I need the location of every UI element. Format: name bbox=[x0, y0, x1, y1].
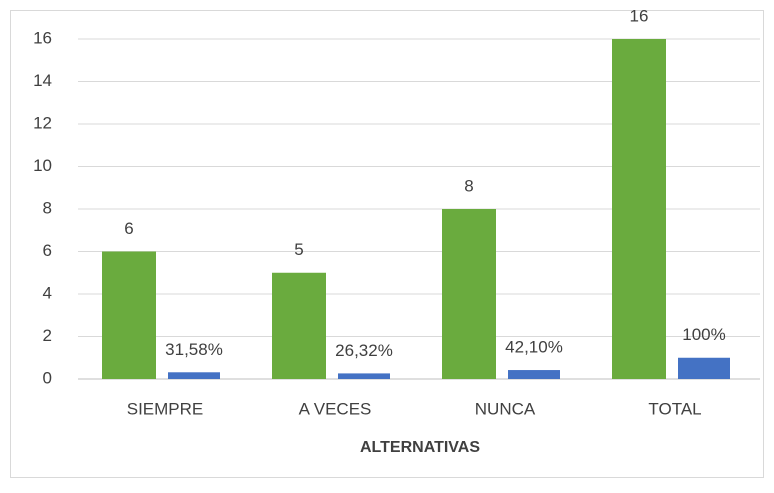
y-tick-label: 12 bbox=[33, 113, 52, 132]
bar bbox=[272, 272, 326, 379]
data-label: 6 bbox=[124, 219, 133, 238]
data-label: 31,58% bbox=[165, 340, 223, 359]
data-label: 16 bbox=[630, 6, 649, 25]
x-tick-label: TOTAL bbox=[648, 399, 701, 418]
y-tick-label: 0 bbox=[43, 368, 52, 387]
x-tick-label: A VECES bbox=[299, 399, 372, 418]
bar bbox=[612, 39, 666, 379]
x-tick-label: SIEMPRE bbox=[127, 399, 204, 418]
bar bbox=[338, 373, 390, 379]
bar bbox=[102, 251, 156, 379]
y-tick-label: 4 bbox=[43, 283, 52, 302]
y-tick-label: 14 bbox=[33, 71, 52, 90]
bar bbox=[168, 372, 220, 379]
y-tick-label: 10 bbox=[33, 156, 52, 175]
bar bbox=[508, 370, 560, 379]
bar bbox=[678, 357, 730, 379]
y-tick-label: 6 bbox=[43, 241, 52, 260]
y-tick-label: 16 bbox=[33, 28, 52, 47]
x-tick-label: NUNCA bbox=[475, 399, 536, 418]
data-label: 42,10% bbox=[505, 338, 563, 357]
y-tick-label: 8 bbox=[43, 198, 52, 217]
data-label: 5 bbox=[294, 240, 303, 259]
data-label: 100% bbox=[682, 325, 725, 344]
y-tick-label: 2 bbox=[43, 326, 52, 345]
data-label: 8 bbox=[464, 176, 473, 195]
x-axis-title: ALTERNATIVAS bbox=[360, 439, 480, 456]
bar bbox=[442, 209, 496, 379]
data-label: 26,32% bbox=[335, 341, 393, 360]
